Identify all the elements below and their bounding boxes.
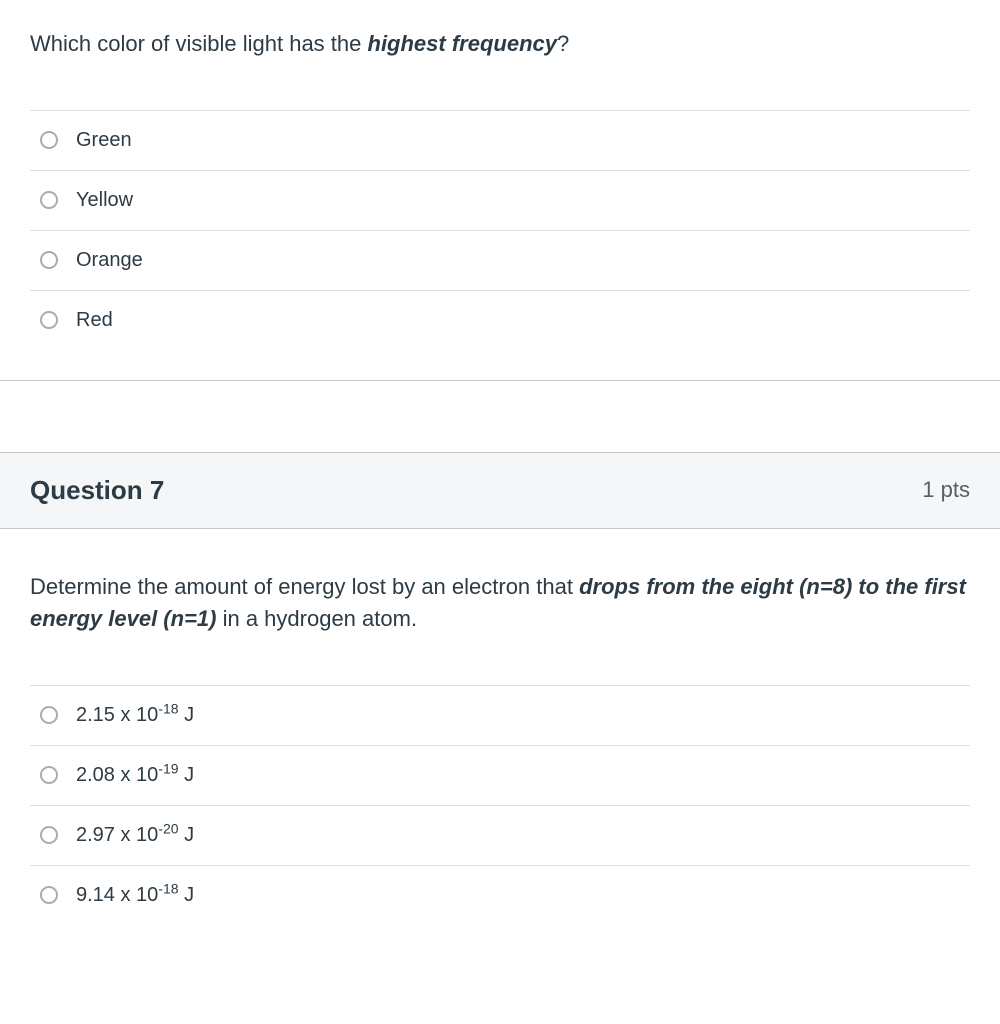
- question-7-body: Determine the amount of energy lost by a…: [0, 529, 1000, 955]
- question-6-text: Which color of visible light has the hig…: [30, 28, 970, 60]
- question-7-text: Determine the amount of energy lost by a…: [30, 571, 970, 635]
- radio-icon[interactable]: [40, 311, 58, 329]
- q7-prompt-pre: Determine the amount of energy lost by a…: [30, 574, 579, 599]
- q6-option[interactable]: Yellow: [30, 170, 970, 230]
- q6-option-label: Red: [76, 309, 113, 332]
- q7-option[interactable]: 9.14 x 10-18 J: [30, 865, 970, 925]
- question-7-title: Question 7: [30, 475, 164, 506]
- q7-option-label: 2.08 x 10-19 J: [76, 764, 194, 787]
- radio-icon[interactable]: [40, 191, 58, 209]
- q6-option[interactable]: Red: [30, 290, 970, 350]
- radio-icon[interactable]: [40, 886, 58, 904]
- question-6-body: Which color of visible light has the hig…: [0, 0, 1000, 380]
- radio-icon[interactable]: [40, 766, 58, 784]
- q7-option[interactable]: 2.97 x 10-20 J: [30, 805, 970, 865]
- question-7-points: 1 pts: [922, 477, 970, 503]
- radio-icon[interactable]: [40, 131, 58, 149]
- q6-prompt-emph: highest frequency: [368, 31, 557, 56]
- q7-prompt-post: in a hydrogen atom.: [216, 606, 417, 631]
- radio-icon[interactable]: [40, 251, 58, 269]
- q7-option[interactable]: 2.08 x 10-19 J: [30, 745, 970, 805]
- q7-option[interactable]: 2.15 x 10-18 J: [30, 685, 970, 745]
- q6-prompt-post: ?: [557, 31, 569, 56]
- radio-icon[interactable]: [40, 706, 58, 724]
- q6-prompt-pre: Which color of visible light has the: [30, 31, 368, 56]
- q6-option-label: Green: [76, 129, 132, 152]
- radio-icon[interactable]: [40, 826, 58, 844]
- q6-option-label: Yellow: [76, 189, 133, 212]
- q6-option-label: Orange: [76, 249, 143, 272]
- question-7-header: Question 7 1 pts: [0, 452, 1000, 529]
- q7-option-label: 9.14 x 10-18 J: [76, 884, 194, 907]
- q6-option[interactable]: Green: [30, 110, 970, 170]
- q7-option-label: 2.97 x 10-20 J: [76, 824, 194, 847]
- q7-option-label: 2.15 x 10-18 J: [76, 704, 194, 727]
- question-separator: [0, 380, 1000, 452]
- q7-options: 2.15 x 10-18 J 2.08 x 10-19 J 2.97 x 10-…: [30, 685, 970, 925]
- q6-option[interactable]: Orange: [30, 230, 970, 290]
- q6-options: Green Yellow Orange Red: [30, 110, 970, 350]
